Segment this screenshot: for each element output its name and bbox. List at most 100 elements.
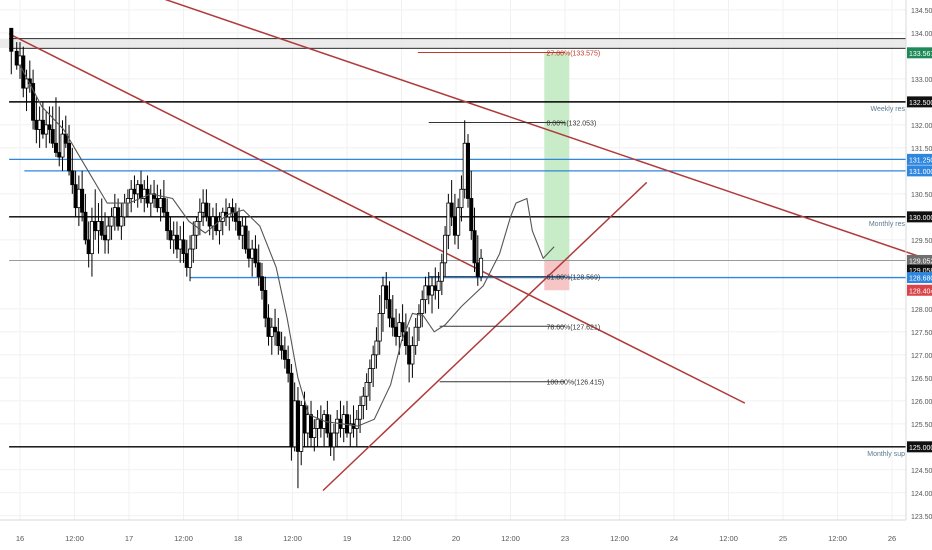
x-tick-label: 23 bbox=[561, 534, 569, 543]
price-tag-label: 131.000 bbox=[909, 169, 932, 176]
position-zone[interactable] bbox=[544, 52, 570, 291]
candle-body bbox=[103, 234, 108, 241]
y-tick-label: 128.000 bbox=[911, 307, 932, 314]
y-tick-label: 127.500 bbox=[911, 330, 932, 337]
y-tick-label: 132.000 bbox=[911, 123, 932, 130]
candle-body bbox=[410, 345, 415, 365]
candle-body bbox=[155, 198, 160, 209]
level-label: Weekly res bbox=[871, 106, 906, 113]
price-axis[interactable]: 134.500 134.000 133.000 132.000 131.500 130.5… bbox=[905, 0, 932, 521]
price-tag-label: 129.058 bbox=[909, 268, 932, 275]
candle-body bbox=[40, 119, 45, 135]
price-tag-bg bbox=[907, 272, 932, 284]
y-tick-label: 134.000 bbox=[911, 31, 932, 38]
x-tick-label: 24 bbox=[670, 534, 678, 543]
candle-body bbox=[125, 198, 130, 204]
candle-body bbox=[462, 142, 467, 190]
y-tick-label: 134.500 bbox=[911, 8, 932, 15]
candle-body bbox=[459, 188, 464, 209]
candle-body bbox=[210, 216, 215, 227]
candle-body bbox=[282, 349, 287, 360]
candle-body bbox=[119, 216, 124, 227]
candle-body bbox=[165, 211, 170, 232]
candle-body bbox=[302, 405, 307, 434]
candle-body bbox=[161, 198, 166, 213]
candle-body bbox=[178, 239, 183, 250]
candle-body bbox=[207, 216, 212, 227]
y-tick-label: 125.500 bbox=[911, 422, 932, 429]
candle-body bbox=[99, 221, 104, 236]
trendline bbox=[8, 33, 746, 404]
x-tick-label: 12:00 bbox=[501, 534, 520, 543]
time-axis[interactable]: 16 12:00 17 12:00 18 12:00 19 12:00 20 12:00 23 12:… bbox=[0, 519, 906, 543]
candle-body bbox=[328, 432, 333, 448]
x-tick-label: 16 bbox=[16, 534, 24, 543]
candle-body bbox=[341, 414, 346, 429]
target-zone bbox=[544, 52, 570, 261]
x-tick-label: 12:00 bbox=[719, 534, 738, 543]
fibonacci-levels: 27.00%(133.575) 0.00%(132.053) 61.80%(128.… bbox=[417, 50, 604, 387]
candle-body bbox=[194, 221, 199, 236]
price-tags: 133.567 132.500 131.250 131.000 130.000 129.0… bbox=[907, 47, 932, 453]
top-band bbox=[0, 38, 906, 49]
fib-label: 61.80%(128.569) bbox=[546, 275, 600, 282]
candle-body bbox=[361, 395, 366, 406]
candle-body bbox=[289, 372, 294, 448]
candle-body bbox=[9, 27, 14, 52]
candle-body bbox=[469, 198, 474, 232]
candle-body bbox=[390, 317, 395, 328]
candle-body bbox=[50, 129, 55, 144]
candle-body bbox=[80, 188, 85, 213]
level-label: Monthly res bbox=[869, 221, 906, 228]
candle-body bbox=[204, 202, 209, 218]
candle-body bbox=[475, 262, 480, 278]
price-tag-label: 132.500 bbox=[909, 100, 932, 107]
candle-body bbox=[413, 326, 418, 347]
candle-body bbox=[456, 207, 461, 236]
y-tick-label: 129.500 bbox=[911, 238, 932, 245]
candle-body bbox=[14, 50, 19, 66]
horizontal-levels bbox=[0, 37, 906, 448]
candle-body bbox=[335, 418, 340, 434]
candle-body bbox=[227, 207, 232, 218]
candle-body bbox=[89, 221, 94, 255]
candle-body bbox=[191, 234, 196, 250]
candle-body bbox=[197, 211, 202, 222]
candle-body bbox=[217, 221, 222, 232]
candle-body bbox=[60, 133, 65, 158]
candle-body bbox=[76, 188, 81, 209]
candle-body bbox=[37, 119, 42, 130]
candle-body bbox=[344, 414, 349, 434]
y-tick-label: 133.000 bbox=[911, 77, 932, 84]
candle-body bbox=[250, 248, 255, 259]
candle-body bbox=[246, 248, 251, 259]
candle-body bbox=[201, 202, 206, 213]
candle-body bbox=[449, 202, 454, 218]
candle-body bbox=[243, 225, 248, 250]
candle-body bbox=[436, 280, 441, 291]
price-tag-label: 128.680 bbox=[909, 276, 932, 283]
x-tick-label: 25 bbox=[779, 534, 787, 543]
ema-line bbox=[19, 64, 555, 427]
candle-body bbox=[426, 285, 431, 296]
candle-body bbox=[354, 418, 359, 429]
candle-body bbox=[279, 345, 284, 351]
candle-body bbox=[86, 239, 91, 255]
candle-body bbox=[397, 322, 402, 337]
price-tag-bg bbox=[907, 165, 932, 177]
candle-body bbox=[309, 414, 314, 439]
x-tick-label: 20 bbox=[452, 534, 460, 543]
candle-body bbox=[138, 184, 143, 199]
candle-body bbox=[106, 225, 111, 241]
candle-body bbox=[253, 248, 258, 264]
candle-body bbox=[439, 262, 444, 282]
candle-body bbox=[377, 313, 382, 342]
candle-body bbox=[367, 368, 372, 383]
candle-body bbox=[168, 230, 173, 241]
y-tick-label: 124.500 bbox=[911, 468, 932, 475]
candle-body bbox=[400, 322, 405, 333]
price-tag-bg bbox=[907, 153, 932, 165]
candle-body bbox=[292, 400, 297, 448]
candle-body bbox=[430, 285, 435, 296]
